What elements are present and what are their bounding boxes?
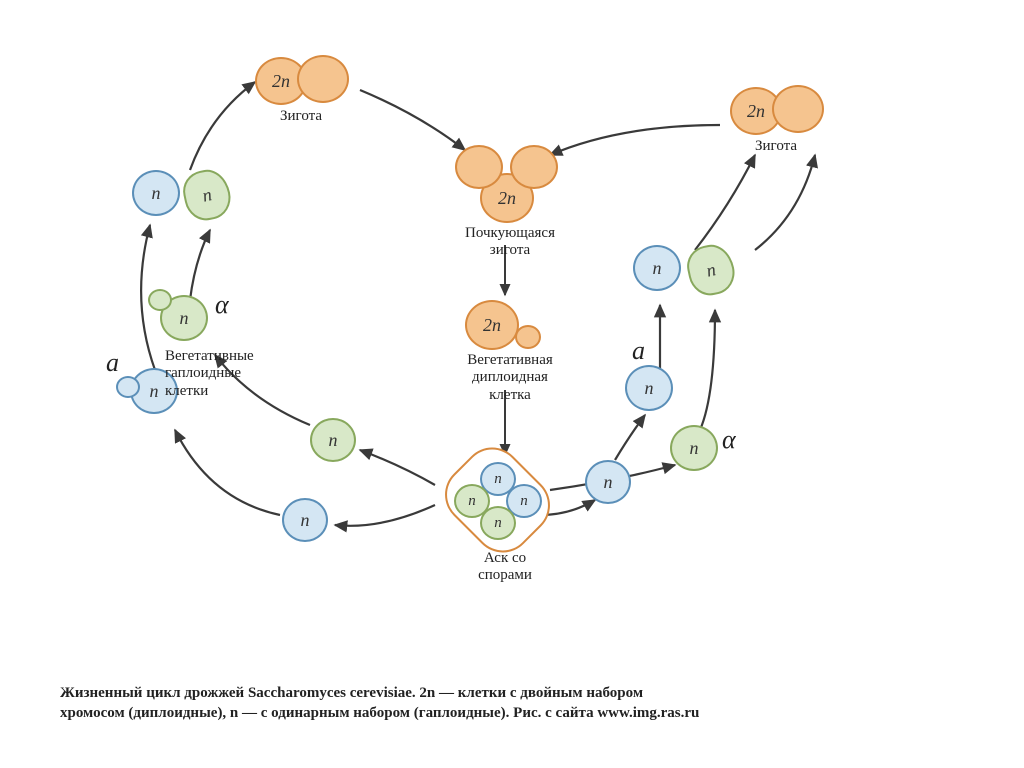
ascus-label: Аск со спорами [470, 550, 540, 585]
caption-line: хромосом (диплоидные), n — с одинарным н… [60, 705, 699, 721]
figure-caption: Жизненный цикл дрожжей Saccharomyces cer… [60, 683, 960, 724]
label-line: гаплоидные [165, 365, 241, 381]
budding-zygote-label: Почкующаяся зигота [460, 225, 560, 260]
veg-haploid-label: Вегетативные гаплоидные клетки [165, 348, 275, 400]
ploidy-label: n [200, 184, 213, 206]
label-line: Вегетативная [467, 352, 553, 368]
ploidy-label: n [690, 438, 699, 459]
haploid-n-blue: n [585, 460, 631, 504]
zygote-left-label: Зигота [280, 108, 322, 125]
label-line: Аск со [484, 550, 526, 566]
life-cycle-diagram: 2n Зигота 2n Зигота 2n Почкующаяся зигот… [60, 20, 960, 620]
haploid-n-green: n [310, 418, 356, 462]
ploidy-label: n [520, 493, 528, 510]
ploidy-label: n [604, 472, 613, 493]
a-symbol: a [632, 336, 645, 366]
ploidy-label: n [653, 258, 662, 279]
haploid-n-blue: n [132, 170, 180, 216]
ploidy-label: 2n [272, 71, 290, 92]
ploidy-label: n [468, 493, 476, 510]
label-line: клетки [165, 383, 208, 399]
ploidy-label: 2n [747, 101, 765, 122]
haploid-n-blue: n [282, 498, 328, 542]
label-line: зигота [490, 242, 530, 258]
caption-line: Жизненный цикл дрожжей Saccharomyces cer… [60, 685, 643, 701]
ascus: n n n n [448, 458, 543, 538]
ploidy-label: 2n [498, 188, 516, 209]
label-line: Вегетативные [165, 348, 254, 364]
label-line: спорами [478, 567, 532, 583]
haploid-a-blue: n [625, 365, 673, 411]
ploidy-label: n [494, 471, 502, 488]
haploid-n-blue: n [633, 245, 681, 291]
zygote-right-label: Зигота [755, 138, 797, 155]
ploidy-label: n [152, 183, 161, 204]
label-line: Почкующаяся [465, 225, 555, 241]
alpha-symbol: α [722, 425, 736, 455]
ploidy-label: n [180, 308, 189, 329]
ploidy-label: n [645, 378, 654, 399]
label-line: диплоидная [472, 369, 548, 385]
label-line: клетка [489, 387, 531, 403]
veg-diploid-label: Вегетативная диплоидная клетка [455, 352, 565, 404]
ploidy-label: n [301, 510, 310, 531]
alpha-symbol: α [215, 290, 229, 320]
ploidy-label: n [704, 259, 717, 281]
ploidy-label: n [494, 515, 502, 532]
ploidy-label: n [329, 430, 338, 451]
ploidy-label: n [150, 381, 159, 402]
ploidy-label: 2n [483, 315, 501, 336]
a-symbol: a [106, 348, 119, 378]
haploid-alpha-green: n [670, 425, 718, 471]
